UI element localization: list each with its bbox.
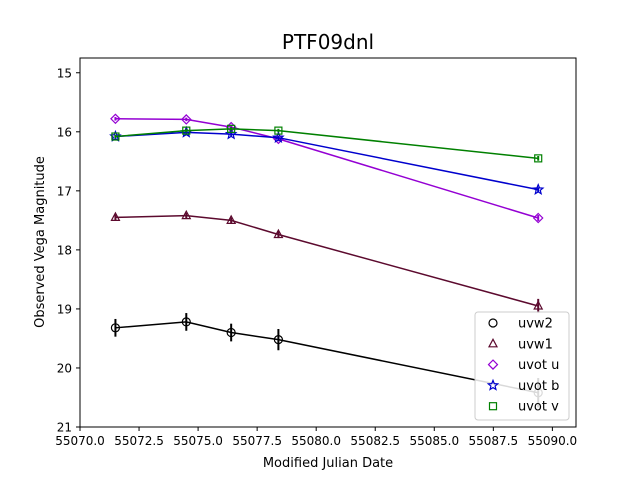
legend-marker-uvot-v xyxy=(488,402,498,411)
legend-label-uvot-b: uvot b xyxy=(518,379,559,394)
data-point-uvot-u xyxy=(532,212,544,224)
data-point-uvw1 xyxy=(533,300,544,310)
data-point-uvot-v xyxy=(534,154,543,163)
x-tick-label: 55072.5 xyxy=(114,434,164,448)
data-point-uvw2 xyxy=(110,323,121,333)
plot-series xyxy=(109,113,545,408)
legend-box xyxy=(474,311,570,421)
data-point-uvw2 xyxy=(226,327,236,338)
data-point-uvot-v xyxy=(182,126,191,135)
axis-ticks: 55070.0 55072.5 55075.0 55077.5 55080.0 55082… xyxy=(55,66,577,448)
y-tick-label: 15 xyxy=(57,66,72,80)
legend-marker-uvw1 xyxy=(488,338,498,348)
y-tick-label: 19 xyxy=(57,302,72,316)
data-point-uvw2 xyxy=(181,317,191,327)
data-point-uvw1 xyxy=(273,228,284,239)
x-tick-label: 55085.0 xyxy=(409,434,459,448)
plot-frame xyxy=(79,57,577,428)
legend-marker-uvot-b xyxy=(486,378,500,391)
data-point-uvot-v xyxy=(111,132,120,141)
x-tick-label: 55075.0 xyxy=(173,434,223,448)
x-tick-label: 55070.0 xyxy=(55,434,105,448)
legend-label-uvw1: uvw1 xyxy=(518,337,553,352)
data-point-uvot-b xyxy=(272,131,285,144)
y-tick-label: 18 xyxy=(57,243,72,257)
legend-label-uvw2: uvw2 xyxy=(518,317,553,332)
data-point-uvot-b xyxy=(531,183,545,196)
y-tick-label: 17 xyxy=(57,184,72,198)
legend-marker-uvot-u xyxy=(487,359,499,370)
y-tick-label: 21 xyxy=(57,421,72,435)
legend-label-uvot-v: uvot v xyxy=(518,400,559,415)
x-tick-label: 55090.0 xyxy=(528,434,578,448)
x-axis-label: Modified Julian Date xyxy=(263,456,393,471)
x-tick-label: 55087.5 xyxy=(469,434,519,448)
series-uvw1 xyxy=(110,209,544,314)
data-point-uvot-v xyxy=(227,124,236,133)
data-point-uvw2 xyxy=(273,335,283,345)
x-tick-label: 55077.5 xyxy=(232,434,282,448)
data-point-uvot-v xyxy=(274,126,283,135)
legend-label-uvot-u: uvot u xyxy=(518,358,559,373)
chart-title: PTF09dnl xyxy=(282,30,374,54)
data-point-uvot-u xyxy=(180,114,192,125)
legend: uvw2 uvw1 uvot u uvot b uvot v xyxy=(474,311,570,421)
y-tick-label: 16 xyxy=(57,125,72,139)
y-axis-label: Observed Vega Magnitude xyxy=(33,156,48,328)
data-point-uvw1 xyxy=(181,209,192,220)
series-uvot-v xyxy=(111,124,543,163)
data-point-uvot-u xyxy=(110,113,121,125)
legend-marker-uvw2 xyxy=(488,318,498,328)
data-point-uvw1 xyxy=(110,211,121,222)
data-point-uvw1 xyxy=(226,214,237,224)
x-tick-label: 55080.0 xyxy=(291,434,341,448)
x-tick-label: 55082.5 xyxy=(350,434,400,448)
y-tick-label: 20 xyxy=(57,361,72,375)
